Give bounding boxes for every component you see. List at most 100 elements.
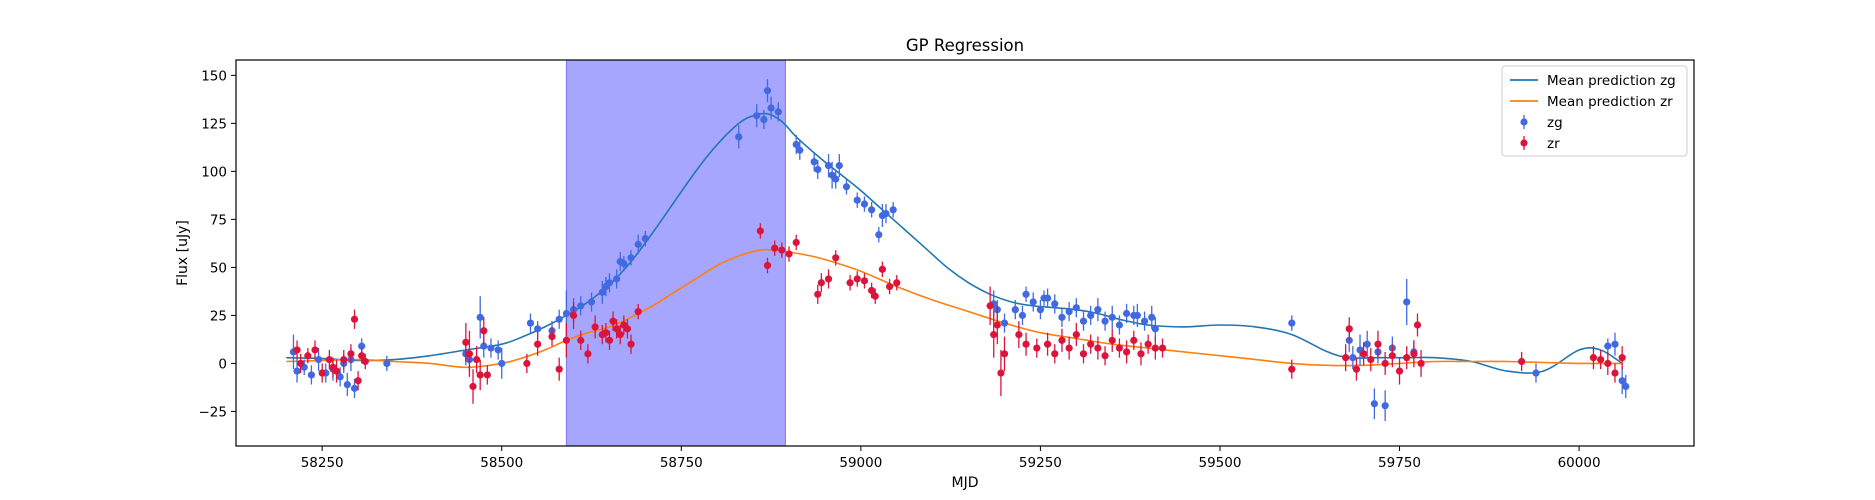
zr-point	[792, 238, 800, 247]
zr-point	[569, 311, 578, 320]
zg-point	[1288, 319, 1296, 327]
zg-point	[1094, 306, 1102, 314]
zr-point	[1151, 344, 1159, 352]
legend-marker-3	[1520, 139, 1528, 147]
zr-point	[756, 227, 764, 235]
zr-point	[1352, 365, 1361, 373]
zg-point	[1123, 309, 1131, 318]
zr-point	[1374, 340, 1382, 348]
zg-point	[620, 259, 628, 268]
zr-point	[771, 244, 779, 252]
zr-point	[1108, 336, 1116, 344]
x-tick-label: 59500	[1198, 455, 1241, 471]
zg-point	[1018, 311, 1027, 320]
zr-point	[1079, 350, 1088, 358]
zr-point	[1288, 365, 1296, 373]
zr-point	[534, 340, 542, 348]
zg-point	[1115, 321, 1124, 329]
y-tick-label: 150	[201, 68, 227, 84]
y-tick-label: −25	[199, 404, 228, 420]
legend-marker-2	[1520, 118, 1528, 126]
zr-point	[860, 277, 869, 285]
zr-point	[1611, 369, 1619, 377]
zg-point	[1000, 319, 1009, 327]
zg-point	[860, 200, 869, 208]
zr-point	[1589, 354, 1598, 362]
zg-point	[627, 254, 635, 262]
zr-point	[853, 275, 861, 283]
zr-point	[1123, 348, 1131, 356]
zr-point	[332, 367, 341, 375]
zg-point	[555, 315, 563, 323]
zg-point	[868, 206, 876, 214]
zg-point	[307, 371, 316, 379]
zr-point	[1413, 321, 1422, 329]
zr-point	[1087, 340, 1095, 348]
zr-point	[1618, 354, 1626, 362]
zr-point	[893, 279, 901, 287]
axis-ticks-layer: 58250 58500 58750 59000 59250 59500 59750 60000…	[199, 68, 1601, 471]
zr-point	[555, 365, 563, 373]
zg-point	[343, 380, 351, 389]
y-tick-label: 0	[218, 356, 227, 372]
zg-point	[763, 87, 772, 95]
zr-point	[1043, 340, 1052, 348]
zg-point	[1403, 298, 1411, 306]
zr-point	[577, 336, 585, 344]
zr-point	[997, 369, 1005, 377]
legend-label: Mean prediction zr	[1547, 94, 1673, 110]
zg-point	[832, 175, 840, 183]
zg-point	[1051, 300, 1059, 308]
zg-point	[613, 275, 621, 283]
zg-point	[598, 288, 606, 296]
zr-point	[1345, 325, 1353, 333]
zr-point	[1367, 355, 1375, 364]
zr-point	[824, 275, 833, 283]
zg-point	[792, 140, 800, 149]
zg-point	[1079, 317, 1088, 325]
zr-point	[616, 331, 624, 339]
zg-point	[1381, 402, 1389, 410]
zg-point	[889, 206, 897, 214]
x-tick-label: 59750	[1378, 455, 1421, 471]
zg-point	[534, 325, 542, 333]
zg-point	[480, 342, 488, 350]
x-tick-label: 59000	[839, 455, 882, 471]
zg-point	[1029, 298, 1037, 306]
legend-label: Mean prediction zg	[1547, 73, 1676, 89]
zr-point	[1072, 331, 1080, 339]
data-points-layer	[289, 79, 1630, 422]
zr-point	[846, 279, 854, 287]
zg-point	[1043, 294, 1052, 302]
zr-point	[1342, 354, 1350, 362]
zr-point	[1360, 350, 1368, 358]
zg-point	[1087, 311, 1095, 320]
zg-point	[1618, 377, 1626, 385]
zr-point	[885, 283, 894, 291]
zg-point	[605, 279, 614, 287]
zg-point	[1151, 325, 1159, 333]
zr-point	[871, 292, 879, 300]
zr-point	[311, 346, 319, 354]
zg-point	[498, 359, 506, 368]
zg-point	[1058, 313, 1066, 321]
zr-point	[1033, 344, 1041, 352]
zg-point	[824, 162, 833, 170]
zr-point	[763, 261, 772, 270]
legend-label: zr	[1547, 136, 1560, 152]
zr-point	[1130, 336, 1138, 344]
zg-point	[767, 104, 775, 112]
zr-point	[297, 359, 305, 368]
zg-point	[1101, 317, 1109, 325]
legend-box	[1501, 65, 1688, 157]
legend: Mean prediction zg Mean prediction zr zg zr	[1501, 65, 1688, 157]
zg-point	[1108, 313, 1116, 321]
zr-point	[605, 336, 614, 344]
zg-point	[1622, 382, 1630, 391]
zr-point	[817, 279, 825, 287]
zr-point	[469, 382, 477, 391]
zr-point	[602, 329, 610, 337]
zg-point	[1532, 369, 1540, 377]
zg-point	[494, 346, 502, 354]
zr-point	[1058, 336, 1066, 344]
